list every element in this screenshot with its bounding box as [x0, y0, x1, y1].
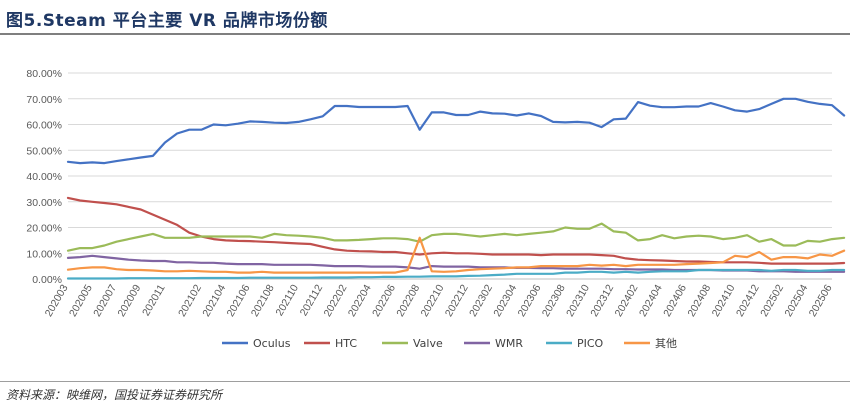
market-share-line-chart: 0.00% 10.00% 20.00% 30.00% 40.00% 50.00% 60.00… [26, 68, 846, 350]
figure-title: 图5.Steam 平台主要 VR 品牌市场份额 [6, 11, 328, 31]
legend-label: PICO [577, 337, 604, 350]
y-tick-label: 80.00% [26, 68, 62, 80]
series-line-PICO [66, 268, 846, 280]
legend-label: WMR [495, 337, 523, 350]
y-tick-label: 20.00% [26, 223, 62, 235]
series-line-其他 [66, 236, 846, 274]
y-tick-label: 0.00% [32, 274, 62, 286]
y-tick-label: 60.00% [26, 120, 62, 132]
y-tick-label: 10.00% [26, 248, 62, 260]
y-tick-label: 70.00% [26, 94, 62, 106]
y-tick-label: 30.00% [26, 197, 62, 209]
x-tick-label: 202506 [807, 282, 835, 318]
y-axis-ticks: 0.00% 10.00% 20.00% 30.00% 40.00% 50.00% 60.00… [26, 68, 62, 286]
x-tick-label: 202108 [249, 282, 277, 318]
series-line-Oculus [66, 97, 846, 165]
series-line-Valve [66, 222, 846, 252]
x-tick-label: 202011 [140, 282, 168, 318]
x-tick-label: 202009 [115, 282, 143, 318]
y-tick-label: 40.00% [26, 171, 62, 183]
title-divider [0, 33, 850, 35]
legend-label: Valve [413, 337, 443, 350]
source-divider [0, 381, 850, 382]
y-tick-label: 50.00% [26, 145, 62, 157]
legend-label: HTC [335, 337, 357, 350]
legend: Oculus HTC Valve WMR PICO 其他 [222, 337, 677, 350]
legend-label: Oculus [253, 337, 291, 350]
series-lines [66, 97, 846, 280]
legend-label: 其他 [655, 337, 677, 350]
gridlines [68, 72, 832, 280]
source-note: 资料来源：映维网，国投证券证券研究所 [6, 388, 223, 402]
